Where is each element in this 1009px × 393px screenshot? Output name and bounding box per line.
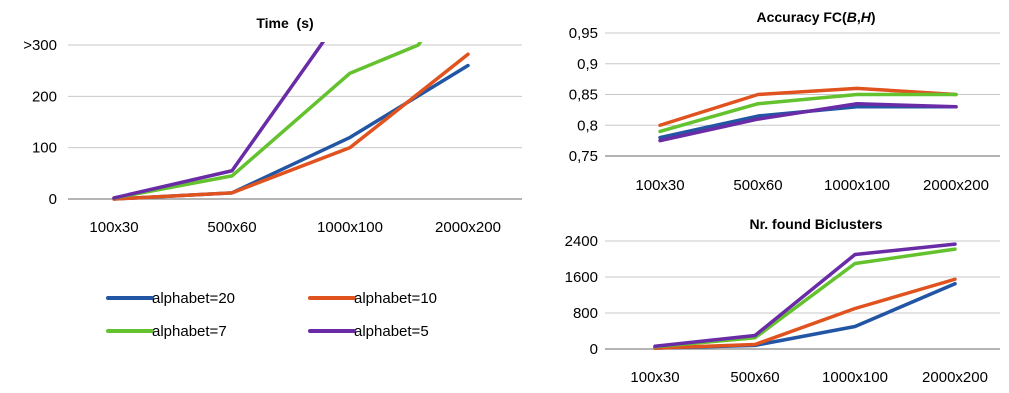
biclusters-series-alphabet-7 <box>653 247 957 349</box>
time-chart: Time (s) 0 100 200 >300 100x30 500x60 1000x100… <box>23 15 522 340</box>
time-chart-title: Time (s) <box>256 15 313 31</box>
biclusters-series-alphabet-10 <box>653 277 957 350</box>
biclusters-x-tick-label: 500x60 <box>730 369 779 386</box>
legend-item: alphabet=5 <box>308 323 429 340</box>
time-series-alphabet-5 <box>112 42 326 200</box>
time-y-tick-label: >300 <box>23 37 57 54</box>
accuracy-y-tick-label: 0,95 <box>569 25 598 42</box>
accuracy-x-tick-label: 1000x100 <box>824 177 890 194</box>
time-chart-legend: alphabet=20 alphabet=10 alphabet=7 alphabet… <box>106 290 437 340</box>
legend-item: alphabet=10 <box>308 290 437 307</box>
biclusters-x-tick-label: 1000x100 <box>822 369 888 386</box>
accuracy-y-tick-label: 0,9 <box>577 56 598 73</box>
accuracy-x-tick-label: 500x60 <box>733 177 782 194</box>
accuracy-y-tick-label: 0,85 <box>569 87 598 104</box>
accuracy-y-tick-label: 0,75 <box>569 148 598 165</box>
legend-item: alphabet=20 <box>106 290 235 307</box>
accuracy-series-alphabet-10 <box>658 86 958 127</box>
biclusters-chart-title: Nr. found Biclusters <box>749 216 882 232</box>
biclusters-series-alphabet-5 <box>653 242 957 349</box>
accuracy-series-alphabet-5 <box>658 101 958 143</box>
legend-label: alphabet=10 <box>354 290 437 307</box>
biclusters-x-tick-label: 100x30 <box>630 369 679 386</box>
accuracy-chart: Accuracy FC(B,H) 0,75 0,8 0,85 0,9 0,95 100x3… <box>569 9 1000 194</box>
accuracy-x-tick-label: 2000x200 <box>923 177 989 194</box>
biclusters-chart: Nr. found Biclusters 0 800 1600 2400 100x30 5… <box>565 216 1000 386</box>
time-y-tick-label: 0 <box>49 191 57 208</box>
time-x-tick-label: 500x60 <box>207 219 256 236</box>
time-series-alphabet-10 <box>112 52 470 201</box>
time-y-tick-label: 200 <box>32 88 57 105</box>
biclusters-y-tick-label: 2400 <box>565 233 598 250</box>
biclusters-x-tick-label: 2000x200 <box>922 369 988 386</box>
time-x-tick-label: 100x30 <box>89 219 138 236</box>
accuracy-x-tick-label: 100x30 <box>635 177 684 194</box>
time-series-alphabet-7 <box>112 42 423 200</box>
time-x-tick-label: 2000x200 <box>435 219 501 236</box>
biclusters-y-tick-label: 1600 <box>565 269 598 286</box>
time-x-tick-label: 1000x100 <box>317 219 383 236</box>
accuracy-series-alphabet-7 <box>658 92 958 134</box>
legend-label: alphabet=5 <box>354 323 429 340</box>
biclusters-y-tick-label: 0 <box>590 341 598 358</box>
legend-label: alphabet=20 <box>152 290 235 307</box>
legend-item: alphabet=7 <box>106 323 227 340</box>
legend-label: alphabet=7 <box>152 323 227 340</box>
biclusters-y-tick-label: 800 <box>573 305 598 322</box>
accuracy-y-tick-label: 0,8 <box>577 117 598 134</box>
time-y-tick-label: 100 <box>32 140 57 157</box>
accuracy-chart-title: Accuracy FC(B,H) <box>756 9 875 25</box>
